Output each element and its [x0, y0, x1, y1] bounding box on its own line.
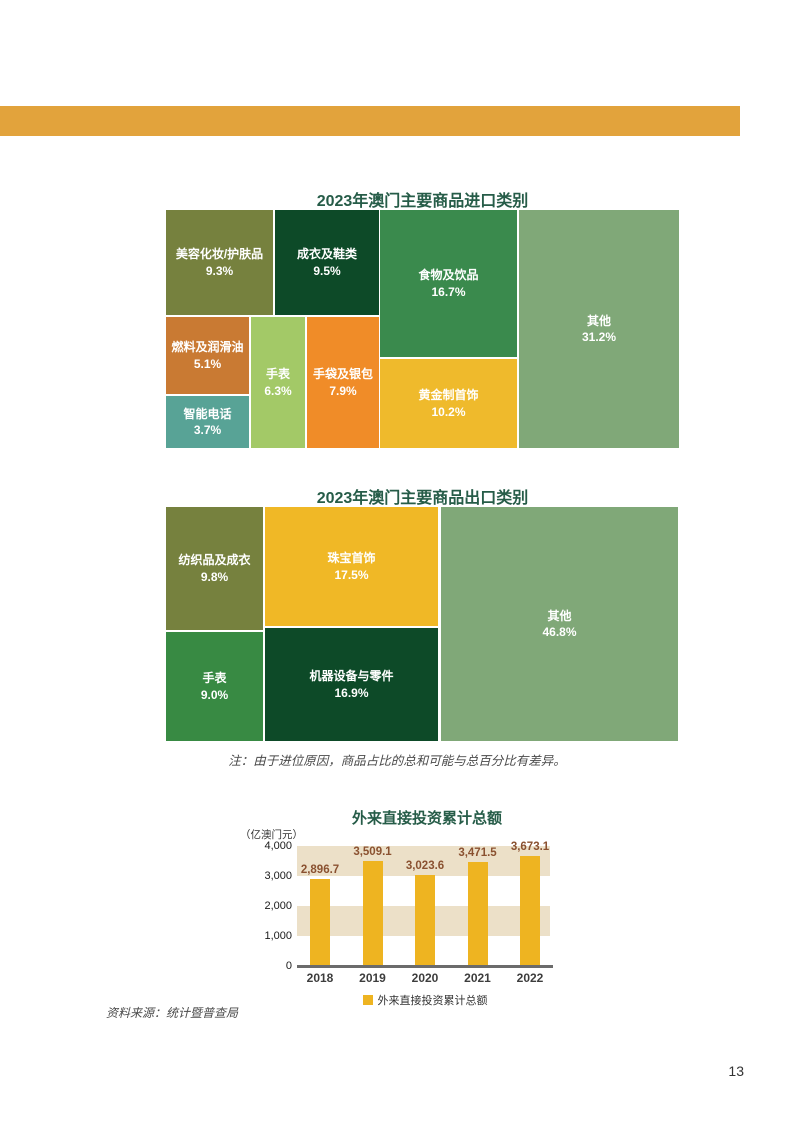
treemap-cell: 智能电话 3.7% [166, 396, 249, 448]
data-source: 资料来源：统计暨普查局 [106, 1006, 239, 1020]
import-treemap-title: 2023年澳门主要商品进口类别 [316, 193, 529, 210]
bar-value-label: 3,673.1 [510, 840, 550, 853]
x-tick-label: 2022 [516, 971, 544, 985]
y-tick-label: 2,000 [264, 900, 292, 912]
bar-chart-title: 外来直接投资累计总额 [351, 810, 502, 827]
treemap-cell-value: 46.8% [542, 625, 577, 639]
chart-legend: 外来直接投资累计总额 [297, 992, 553, 1008]
bar-2020 [415, 875, 435, 966]
treemap-cell-label: 纺织品及成衣 [178, 553, 251, 568]
treemap-cell-value: 10.2% [431, 404, 466, 419]
treemap-cell-label: 美容化妆/护肤品 [175, 247, 264, 262]
treemap-cell-value: 5.1% [193, 356, 222, 371]
treemap-cell-value: 9.0% [200, 687, 229, 702]
treemap-cell: 美容化妆/护肤品 9.3% [166, 210, 273, 315]
export-treemap-title: 2023年澳门主要商品出口类别 [316, 490, 529, 507]
treemap-cell-label: 机器设备与零件 [309, 669, 394, 684]
treemap-cell-value: 7.9% [329, 383, 357, 398]
bar-value-label: 3,471.5 [458, 846, 497, 859]
legend-label: 外来直接投资累计总额 [377, 995, 488, 1007]
bar-2021 [467, 861, 488, 966]
treemap-cell-label: 燃料及润滑油 [171, 340, 244, 355]
treemap-cell: 手表 6.3% [251, 317, 305, 448]
treemap-cell-value: 9.8% [200, 569, 229, 584]
bar-2018 [310, 879, 330, 966]
y-tick-label: 4,000 [264, 840, 292, 852]
treemap-cell: 食物及饮品 16.7% [380, 210, 517, 357]
x-tick-label: 2019 [359, 971, 386, 985]
treemap-cell: 其他 46.8% [441, 507, 678, 741]
treemap-cell-value: 9.3% [205, 263, 234, 278]
treemap-cell: 手表 9.0% [166, 632, 263, 741]
bar-value-label: 3,509.1 [353, 845, 392, 858]
bar-2019 [362, 860, 383, 966]
treemap-cell-label: 其他 [547, 608, 572, 623]
treemap-cell-value: 3.7% [193, 423, 222, 437]
treemap-cell: 珠宝首饰 17.5% [265, 507, 438, 626]
x-tick-label: 2018 [306, 971, 334, 985]
rounding-note: 注：由于进位原因，商品占比的总和可能与总百分比有差异。 [228, 754, 566, 768]
treemap-cell-label: 食物及饮品 [418, 268, 479, 283]
treemap-cell-label: 珠宝首饰 [327, 551, 376, 566]
treemap-cell-value: 16.9% [334, 685, 369, 700]
treemap-cell: 纺织品及成衣 9.8% [166, 507, 263, 630]
top-accent-bar [0, 106, 740, 136]
treemap-cell: 其他 31.2% [519, 210, 679, 448]
treemap-cell-label: 黄金制首饰 [418, 388, 479, 403]
treemap-cell-value: 9.5% [313, 263, 341, 278]
treemap-cell-label: 手表 [265, 367, 290, 382]
x-axis-line [297, 965, 553, 968]
bar-chart-plot-area [297, 846, 550, 966]
plot-band [297, 846, 550, 876]
treemap-cell-label: 手表 [202, 671, 227, 686]
y-tick-label: 0 [285, 960, 292, 972]
bar-value-label: 2,896.7 [300, 864, 340, 877]
treemap-cell-label: 成衣及鞋类 [296, 247, 357, 262]
treemap-cell-label: 手袋及银包 [312, 367, 373, 382]
treemap-cell-label: 智能电话 [183, 406, 232, 421]
treemap-cell-value: 31.2% [581, 330, 617, 344]
treemap-cell-label: 其他 [586, 313, 611, 328]
bar-value-label: 3,023.6 [405, 860, 445, 873]
treemap-cell-value: 16.7% [431, 284, 466, 299]
x-tick-label: 2021 [464, 971, 491, 985]
treemap-cell: 黄金制首饰 10.2% [380, 359, 517, 448]
treemap-cell: 燃料及润滑油 5.1% [166, 317, 249, 394]
y-tick-label: 1,000 [264, 930, 292, 942]
treemap-cell-value: 6.3% [264, 383, 292, 398]
bar-2022 [520, 855, 540, 966]
x-tick-label: 2020 [411, 971, 439, 985]
treemap-cell-value: 17.5% [334, 567, 369, 582]
y-axis-unit-label: （亿澳门元） [240, 829, 303, 841]
export-treemap: 纺织品及成衣 9.8% 珠宝首饰 17.5% 其他 46.8% 手表 9.0% 机器设备与零件 1… [166, 507, 678, 741]
treemap-cell: 手袋及银包 7.9% [307, 317, 379, 448]
legend-swatch [362, 995, 373, 1005]
import-treemap: 美容化妆/护肤品 9.3% 成衣及鞋类 9.5% 食物及饮品 16.7% 其他 31.2% 燃料… [166, 210, 679, 448]
page-number: 13 [728, 1063, 744, 1079]
treemap-cell: 成衣及鞋类 9.5% [275, 210, 379, 315]
y-tick-label: 3,000 [264, 870, 292, 882]
treemap-cell: 机器设备与零件 16.9% [265, 628, 438, 741]
